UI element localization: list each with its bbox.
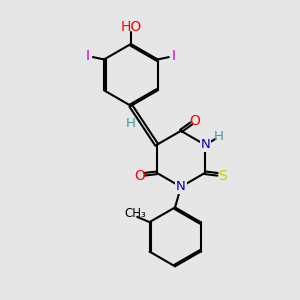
Text: N: N (201, 138, 210, 151)
Text: N: N (176, 180, 186, 193)
Text: N: N (176, 180, 186, 193)
Text: I: I (86, 49, 90, 63)
Text: I: I (172, 49, 176, 63)
Text: H: H (214, 130, 224, 143)
Text: H: H (126, 117, 136, 130)
Text: HO: HO (120, 20, 142, 34)
Text: CH₃: CH₃ (124, 207, 146, 220)
Text: O: O (189, 114, 200, 128)
Text: O: O (134, 169, 145, 183)
Text: S: S (218, 169, 226, 183)
